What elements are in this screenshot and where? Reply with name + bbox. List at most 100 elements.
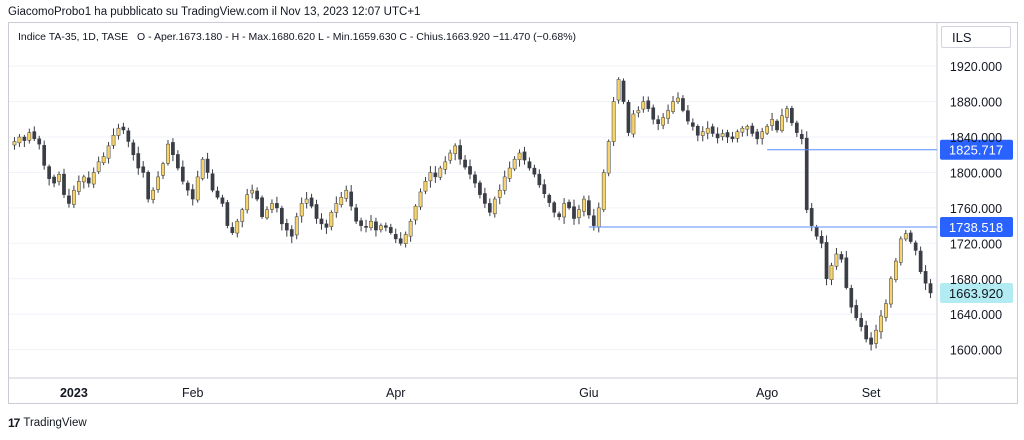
candle-bull <box>661 117 665 126</box>
y-tick-label: 1920.000 <box>950 60 1002 74</box>
x-tick-label: Set <box>862 386 881 400</box>
candle-bear <box>141 166 146 173</box>
candle-bull <box>770 119 774 126</box>
candle-bull <box>27 132 32 141</box>
candle-bear <box>62 173 66 195</box>
candle-bull <box>344 189 349 199</box>
candle-bear <box>567 201 571 209</box>
candle-bull <box>611 101 616 142</box>
candle-bear <box>715 133 720 139</box>
candle-bull <box>200 158 205 179</box>
candle-bear <box>280 207 284 225</box>
y-tick-label: 1640.000 <box>950 308 1002 322</box>
candle-bear <box>433 172 438 178</box>
candle-bear <box>552 202 557 213</box>
candle-bull <box>497 189 502 198</box>
candle-bear <box>859 318 864 327</box>
candle-bull <box>408 220 413 237</box>
candle-bull <box>884 303 888 318</box>
candle-bear <box>686 110 690 122</box>
footer: 17 TradingView <box>8 416 87 430</box>
candle-bear <box>67 195 71 204</box>
candle-bear <box>646 100 651 109</box>
candle-bear <box>47 166 51 179</box>
candle-bull <box>601 172 606 210</box>
candle-bull <box>413 205 418 221</box>
candle-bear <box>86 177 91 184</box>
candle-bear <box>314 204 319 219</box>
candle-bull <box>12 141 17 146</box>
currency-selector[interactable]: ILS <box>941 26 1011 48</box>
candle-bear <box>626 101 631 133</box>
candle-bull <box>616 79 621 101</box>
level-label: 1825.717 <box>949 143 1003 158</box>
candle-bear <box>656 119 661 125</box>
candle-bear <box>364 226 368 228</box>
candle-bull <box>735 131 740 139</box>
y-tick-label: 1760.000 <box>950 202 1002 216</box>
candle-bull <box>676 97 680 103</box>
candle-bull <box>903 233 908 240</box>
candle-bear <box>918 250 923 272</box>
candle-bear <box>775 120 779 131</box>
candle-bull <box>760 131 765 139</box>
candle-bear <box>146 172 151 200</box>
candle-bear <box>864 325 869 340</box>
candle-bear <box>215 190 220 198</box>
candle-bear <box>478 182 482 195</box>
candle-bear <box>205 158 210 173</box>
low-value: L - Min.1659.630 <box>318 31 397 43</box>
candle-bear <box>359 220 363 226</box>
candle-bull <box>81 176 86 183</box>
candle-bull <box>428 172 433 182</box>
candle-bear <box>171 142 175 156</box>
candle-bull <box>443 161 448 170</box>
candle-bull <box>671 101 675 112</box>
x-tick-label: 2023 <box>60 386 88 400</box>
candle-bull <box>780 115 784 131</box>
candle-bear <box>725 132 730 138</box>
candle-bull <box>666 110 670 119</box>
candle-bear <box>131 142 136 156</box>
candle-bull <box>304 198 309 204</box>
candle-bull <box>235 220 240 234</box>
level-label-bg <box>940 139 1013 160</box>
candle-bull <box>369 220 373 229</box>
candle-bull <box>339 197 344 205</box>
candle-bear <box>388 227 393 233</box>
candle-bull <box>740 127 745 133</box>
candle-bear <box>136 153 141 169</box>
candle-bull <box>492 198 497 215</box>
candle-bear <box>819 235 824 244</box>
candle-bull <box>874 329 878 344</box>
candle-bull <box>116 127 121 136</box>
candle-bull <box>101 156 106 164</box>
candle-bull <box>829 265 834 280</box>
candle-bear <box>185 182 190 191</box>
candle-bear <box>275 203 279 209</box>
chart-frame <box>8 22 1018 404</box>
candle-bull <box>96 161 101 172</box>
candle-bear <box>572 206 576 219</box>
high-value: H - Max.1680.620 <box>231 31 316 43</box>
candle-bear <box>393 234 398 240</box>
candle-bear <box>869 337 873 345</box>
candle-bull <box>631 113 636 135</box>
candle-bull <box>299 203 304 217</box>
candle-bull <box>195 176 200 201</box>
y-tick-label: 1800.000 <box>950 166 1002 180</box>
candle-bull <box>166 143 170 164</box>
candle-bear <box>794 122 799 133</box>
candle-bull <box>512 158 517 170</box>
candle-bull <box>641 101 646 110</box>
candle-bear <box>309 197 314 207</box>
candle-bear <box>398 238 403 244</box>
candle-bear <box>854 305 859 319</box>
candle-bull <box>889 278 893 305</box>
close-value: C - Chius.1663.920 <box>399 31 490 43</box>
candle-bull <box>329 212 334 227</box>
candle-bull <box>720 133 725 137</box>
candle-bear <box>37 138 42 145</box>
candle-bear <box>557 213 562 218</box>
